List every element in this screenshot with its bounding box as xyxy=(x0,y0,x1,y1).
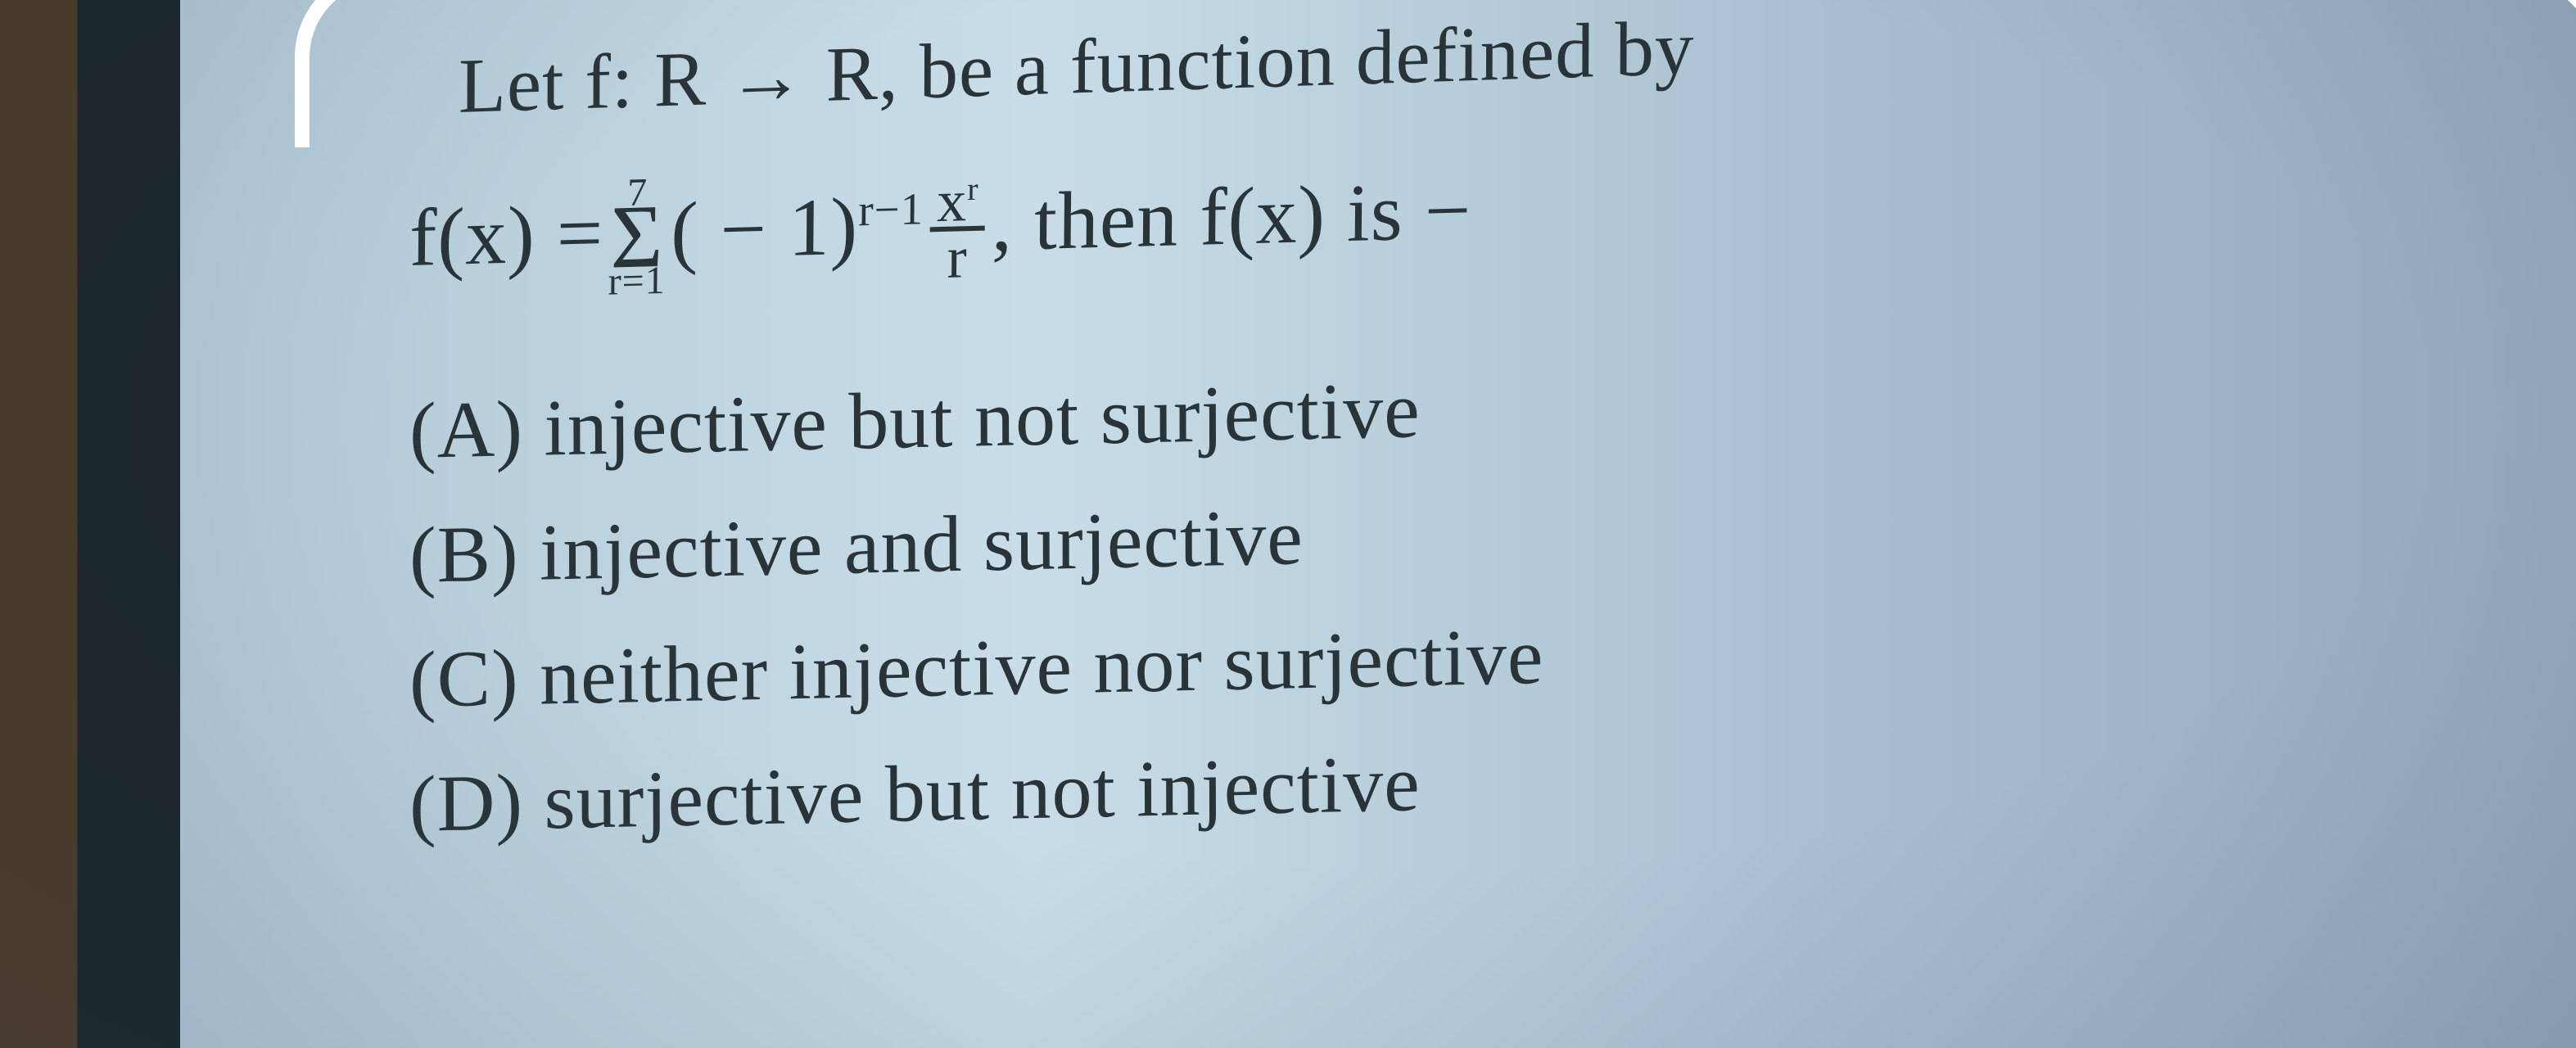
option-a-text: injective but not surjective xyxy=(544,366,1420,472)
formula-term: ( − 1)r−1 xyxy=(671,177,924,278)
fraction-denominator: r xyxy=(947,232,968,282)
option-c-text: neither injective nor surjective xyxy=(540,612,1544,722)
option-d-text: surjective but not injective xyxy=(544,739,1420,846)
option-d-label: (D) xyxy=(409,757,545,848)
crop-corner-top-right xyxy=(2429,0,2576,147)
fraction-numerator: xr xyxy=(930,177,986,232)
option-b-label: (B) xyxy=(409,508,540,599)
sigma-symbol: 7 Σ r=1 xyxy=(608,178,667,296)
sigma-upper-bound: 7 xyxy=(627,182,648,204)
question-prompt-line: Let f: R → R, be a function defined by xyxy=(459,0,2477,131)
question-block: Let f: R → R, be a function defined by f… xyxy=(426,33,2478,851)
crop-corner-top-left xyxy=(295,0,475,147)
formula-fraction: xr r xyxy=(929,177,985,282)
numerator-exponent: r xyxy=(967,171,979,207)
option-b-text: injective and surjective xyxy=(540,493,1304,598)
option-d[interactable]: (D) surjective but not injective xyxy=(409,716,2478,851)
formula-lhs: f(x) = xyxy=(409,186,603,285)
option-c-label: (C) xyxy=(409,633,540,724)
term-exponent: r−1 xyxy=(858,183,924,235)
photo-background: Let f: R → R, be a function defined by f… xyxy=(0,0,2576,1048)
option-a-label: (A) xyxy=(409,384,545,475)
formula-tail: , then f(x) is − xyxy=(992,163,1472,269)
question-formula-line: f(x) = 7 Σ r=1 ( − 1)r−1 xr r , then f(x… xyxy=(409,126,2477,296)
option-b[interactable]: (B) injective and surjective xyxy=(409,467,2478,602)
term-base: ( − 1) xyxy=(671,181,859,277)
option-a[interactable]: (A) injective but not surjective xyxy=(409,342,2478,477)
option-c[interactable]: (C) neither injective nor surjective xyxy=(409,591,2478,726)
sigma-lower-bound: r=1 xyxy=(608,270,666,293)
